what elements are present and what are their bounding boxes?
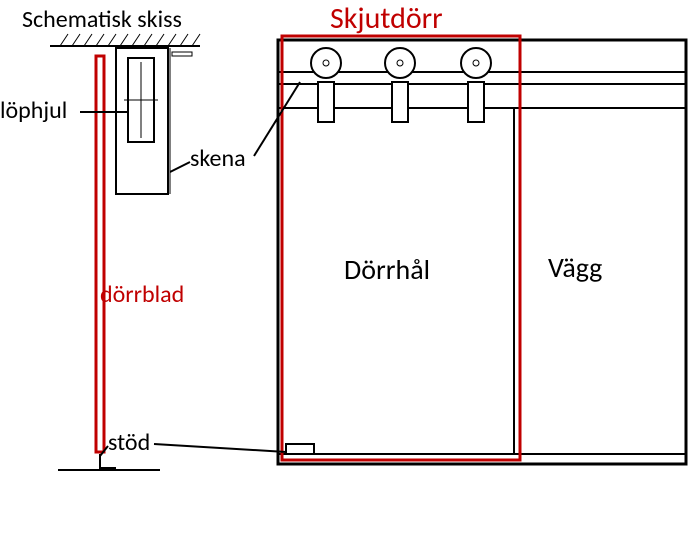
hanger-bracket [468,82,484,122]
stod-bracket [100,454,116,468]
hanger-bracket [318,82,334,122]
skena-section [116,48,168,194]
leader-stod-right [154,444,286,452]
hanger-bracket [392,82,408,122]
wheel-icon [461,48,491,78]
diagram-stage: { "canvas":{"w":700,"h":534,"bg":"#fffff… [0,0,700,534]
wheel-icon [385,48,415,78]
stod-block [286,444,314,454]
diagram-svg [0,0,700,534]
wheel-icon [311,48,341,78]
door-leaf-edge [96,56,104,452]
